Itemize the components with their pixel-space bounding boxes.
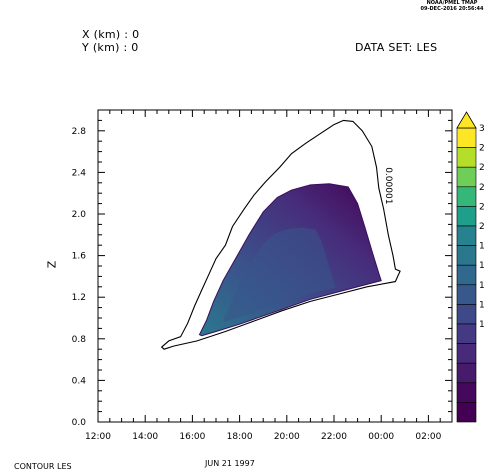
y-tick-label: 2.0 — [72, 210, 87, 220]
x-tick-label: 14:00 — [132, 432, 158, 442]
colorbar-label: 1 — [479, 281, 485, 291]
x-tick-label: 00:00 — [368, 432, 394, 442]
org-name: NOAA/PMEL TMAP — [426, 0, 478, 6]
colorbar-overflow-arrow — [456, 111, 477, 129]
x-tick-label: 12:00 — [85, 432, 111, 442]
colorbar-label: 1 — [479, 242, 485, 252]
y-tick-label: 0.4 — [72, 376, 87, 386]
y-coordinate-info: Y (km) : 0 — [82, 41, 139, 54]
colorbar-swatch — [456, 402, 477, 423]
colorbar-swatch — [456, 343, 477, 364]
y-tick-label: 1.6 — [72, 252, 87, 262]
colorbar-label: 2 — [479, 183, 485, 193]
colorbar-label: 1 — [479, 320, 485, 330]
x-tick-label: 22:00 — [321, 432, 347, 442]
x-tick-label: 02:00 — [415, 432, 441, 442]
x-tick-label: 16:00 — [179, 432, 205, 442]
y-axis-label: Z — [45, 260, 59, 269]
x-tick-label: 18:00 — [227, 432, 253, 442]
colorbar-swatch — [456, 284, 477, 305]
colorbar-swatch — [456, 323, 477, 344]
org-stamp: NOAA/PMEL TMAP 09-DEC-2016 20:56:44 — [418, 0, 486, 12]
y-tick-label: 2.4 — [72, 168, 87, 178]
colorbar-label: 2 — [479, 202, 485, 212]
x-coordinate-info: X (km) : 0 — [82, 28, 140, 41]
colorbar-swatch — [456, 245, 477, 266]
colorbar-label: 2 — [479, 222, 485, 232]
y-tick-label: 0.0 — [72, 418, 87, 428]
contour-footer-label: CONTOUR LES — [14, 462, 72, 471]
colorbar-swatch — [456, 264, 477, 286]
x-tick-label: 20:00 — [274, 432, 300, 442]
colorbar-label: 3 — [479, 124, 485, 134]
x-axis-label: JUN 21 1997 — [205, 459, 255, 468]
timestamp: 09-DEC-2016 20:56:44 — [420, 6, 484, 12]
colorbar-swatch — [456, 166, 477, 188]
colorbar-swatch — [456, 382, 477, 403]
colorbar-label: 2 — [479, 163, 485, 173]
colorbar-swatch — [456, 304, 477, 325]
colorbar-swatch — [456, 206, 477, 227]
dataset-label: DATA SET: LES — [355, 41, 438, 54]
y-tick-label: 2.8 — [72, 127, 87, 137]
y-tick-label: 1.2 — [72, 293, 86, 303]
colorbar-swatch — [456, 127, 477, 148]
inner-contour-band — [223, 227, 336, 322]
colorbar-swatch — [456, 362, 477, 384]
outline-contour-label: 0.00001 — [383, 167, 393, 204]
colorbar-label: 2 — [479, 144, 485, 154]
y-tick-label: 0.8 — [72, 335, 87, 345]
colorbar-label: 1 — [479, 300, 485, 310]
colorbar-swatch — [456, 225, 477, 246]
colorbar-swatch — [456, 147, 477, 168]
colorbar-label: 1 — [479, 261, 485, 271]
colorbar-swatch — [456, 186, 477, 207]
outline-contour — [160, 119, 401, 350]
